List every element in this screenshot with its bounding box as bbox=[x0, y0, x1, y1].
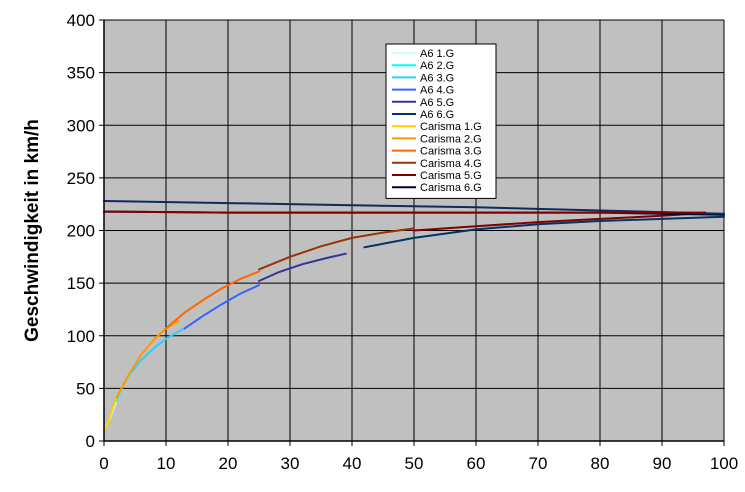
legend-entry: Carisma 1.G bbox=[420, 121, 482, 133]
series-line-4 bbox=[183, 284, 260, 330]
legend-box bbox=[385, 43, 497, 199]
legend-entry: Carisma 6.G bbox=[420, 182, 482, 194]
x-tick-label: 90 bbox=[653, 454, 672, 473]
y-axis-title: Geschwindigkeit in km/h bbox=[22, 119, 43, 342]
y-tick-label: 150 bbox=[67, 274, 95, 293]
axes bbox=[99, 19, 725, 446]
y-tick-label: 350 bbox=[67, 64, 95, 83]
y-tick-label: 50 bbox=[76, 379, 95, 398]
y-tick-label: 100 bbox=[67, 327, 95, 346]
series-lines bbox=[103, 200, 725, 432]
series-line-7 bbox=[103, 396, 118, 432]
y-tick-label: 200 bbox=[67, 222, 95, 241]
series-line-5 bbox=[258, 252, 347, 282]
series-line-9 bbox=[165, 270, 260, 330]
y-tick-label: 400 bbox=[67, 11, 95, 30]
legend-entry: Carisma 4.G bbox=[420, 158, 482, 170]
x-tick-label: 50 bbox=[405, 454, 424, 473]
x-tick-label: 80 bbox=[591, 454, 610, 473]
series-line-6 bbox=[363, 215, 725, 249]
series-line-13 bbox=[103, 200, 725, 215]
legend-entry: A6 5.G bbox=[420, 97, 454, 109]
legend-entry: Carisma 2.G bbox=[420, 133, 482, 145]
legend-entry: A6 1.G bbox=[420, 48, 454, 60]
series-line-11 bbox=[413, 212, 694, 232]
legend-entry: A6 2.G bbox=[420, 60, 454, 72]
x-tick-label: 70 bbox=[529, 454, 548, 473]
y-tick-label: 0 bbox=[86, 432, 95, 451]
y-tick-label: 250 bbox=[67, 169, 95, 188]
y-tick-label: 300 bbox=[67, 116, 95, 135]
x-tick-label: 60 bbox=[467, 454, 486, 473]
series-line-10 bbox=[258, 227, 415, 271]
series-line-14 bbox=[103, 210, 707, 214]
x-tick-label: 30 bbox=[281, 454, 300, 473]
series-line-3 bbox=[130, 327, 186, 373]
legend-entry: A6 3.G bbox=[420, 72, 454, 84]
legend-entry: Carisma 3.G bbox=[420, 146, 482, 158]
x-tick-label: 100 bbox=[710, 454, 738, 473]
tick-labels: 0 50 100 150 200 250 300 350 400 0 10 20 30 40 50 60 70 8… bbox=[67, 11, 739, 473]
legend-entry: Carisma 5.G bbox=[420, 170, 482, 182]
x-tick-label: 40 bbox=[343, 454, 362, 473]
gridlines bbox=[103, 19, 725, 442]
legend-entry: A6 6.G bbox=[420, 109, 454, 121]
x-tick-label: 20 bbox=[219, 454, 238, 473]
legend-entry: A6 4.G bbox=[420, 85, 454, 97]
x-tick-label: 0 bbox=[99, 454, 108, 473]
x-tick-label: 10 bbox=[157, 454, 176, 473]
legend: A6 1.GA6 2.GA6 3.GA6 4.GA6 5.GA6 6.GCari… bbox=[385, 43, 497, 199]
